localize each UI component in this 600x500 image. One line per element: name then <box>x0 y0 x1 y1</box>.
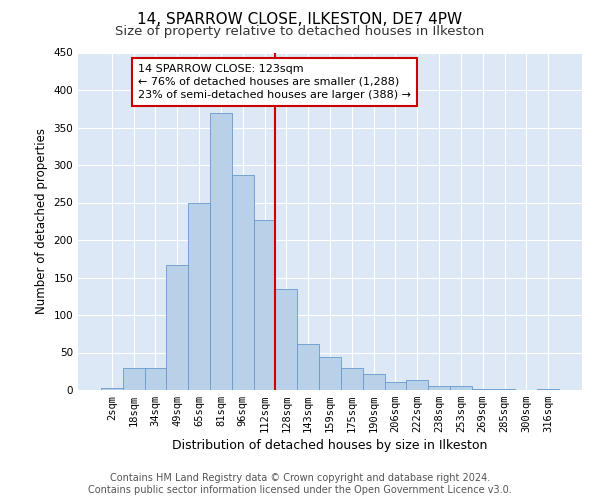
Bar <box>166 265 188 390</box>
Bar <box>254 220 275 390</box>
Bar <box>145 368 166 390</box>
Text: Size of property relative to detached houses in Ilkeston: Size of property relative to detached ho… <box>115 25 485 38</box>
Bar <box>537 389 559 390</box>
Bar <box>406 380 428 390</box>
Text: 14 SPARROW CLOSE: 123sqm
← 76% of detached houses are smaller (1,288)
23% of sem: 14 SPARROW CLOSE: 123sqm ← 76% of detach… <box>138 64 411 100</box>
Bar <box>297 344 319 390</box>
Bar <box>188 202 210 390</box>
Bar <box>101 388 123 390</box>
Bar <box>472 388 494 390</box>
Bar <box>450 386 472 390</box>
Bar <box>319 357 341 390</box>
X-axis label: Distribution of detached houses by size in Ilkeston: Distribution of detached houses by size … <box>172 440 488 452</box>
Bar <box>494 389 515 390</box>
Text: 14, SPARROW CLOSE, ILKESTON, DE7 4PW: 14, SPARROW CLOSE, ILKESTON, DE7 4PW <box>137 12 463 28</box>
Bar <box>428 386 450 390</box>
Bar <box>341 368 363 390</box>
Bar <box>210 112 232 390</box>
Bar <box>363 374 385 390</box>
Bar <box>385 382 406 390</box>
Bar <box>275 289 297 390</box>
Y-axis label: Number of detached properties: Number of detached properties <box>35 128 48 314</box>
Text: Contains HM Land Registry data © Crown copyright and database right 2024.
Contai: Contains HM Land Registry data © Crown c… <box>88 474 512 495</box>
Bar <box>123 368 145 390</box>
Bar <box>232 175 254 390</box>
